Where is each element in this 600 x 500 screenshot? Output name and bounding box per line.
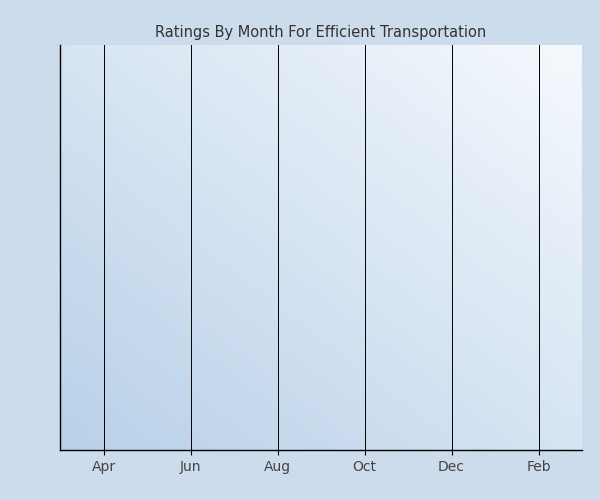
Title: Ratings By Month For Efficient Transportation: Ratings By Month For Efficient Transport… — [155, 24, 487, 40]
